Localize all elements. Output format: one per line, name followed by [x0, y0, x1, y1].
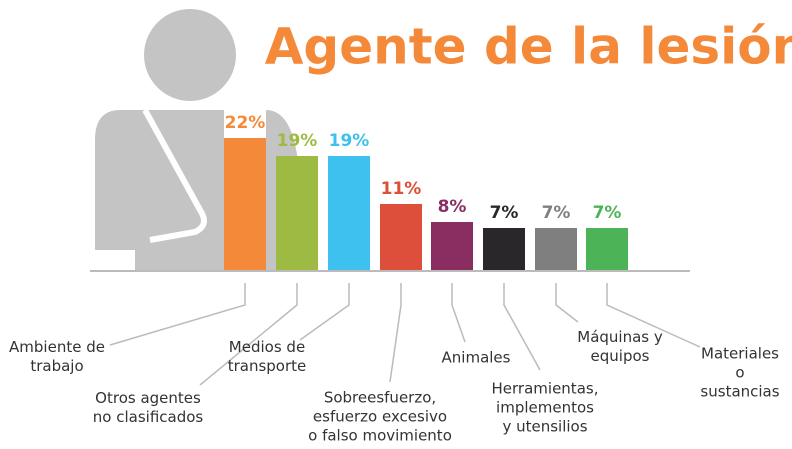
leader-line	[389, 283, 402, 383]
value-label: 7%	[593, 203, 622, 223]
category-label: Máquinas y equipos	[577, 328, 663, 365]
leader-line	[555, 283, 579, 323]
leader-line	[606, 283, 701, 348]
category-label: Animales	[441, 348, 511, 367]
category-label: Otros agentes no clasificados	[92, 389, 204, 426]
leader-line	[503, 283, 541, 371]
value-label: 7%	[542, 203, 571, 223]
leader-line	[299, 283, 350, 341]
bar	[483, 228, 525, 270]
value-label: 22%	[225, 113, 266, 133]
value-label: 7%	[490, 203, 519, 223]
leader-line	[199, 283, 298, 386]
value-label: 19%	[329, 131, 370, 151]
bar	[535, 228, 577, 270]
bar	[586, 228, 628, 270]
value-label: 19%	[277, 131, 318, 151]
value-label: 11%	[381, 179, 422, 199]
category-label: Herramientas, implementos y utensilios	[491, 379, 599, 436]
chart-title: Agente de la lesión	[265, 18, 792, 76]
category-label: Ambiente de trabajo	[9, 338, 105, 375]
value-label: 8%	[438, 197, 467, 217]
sling	[142, 108, 207, 243]
category-label: Sobreesfuerzo, esfuerzo excesivo o falso…	[308, 388, 452, 445]
bar	[224, 138, 266, 270]
leader-line	[451, 283, 466, 343]
bar	[431, 222, 473, 270]
bar	[380, 204, 422, 270]
bar	[276, 156, 318, 270]
bar	[328, 156, 370, 270]
leader-line	[109, 283, 246, 346]
category-label: Medios de transporte	[227, 338, 307, 375]
category-label: Materiales o sustancias	[700, 344, 780, 401]
